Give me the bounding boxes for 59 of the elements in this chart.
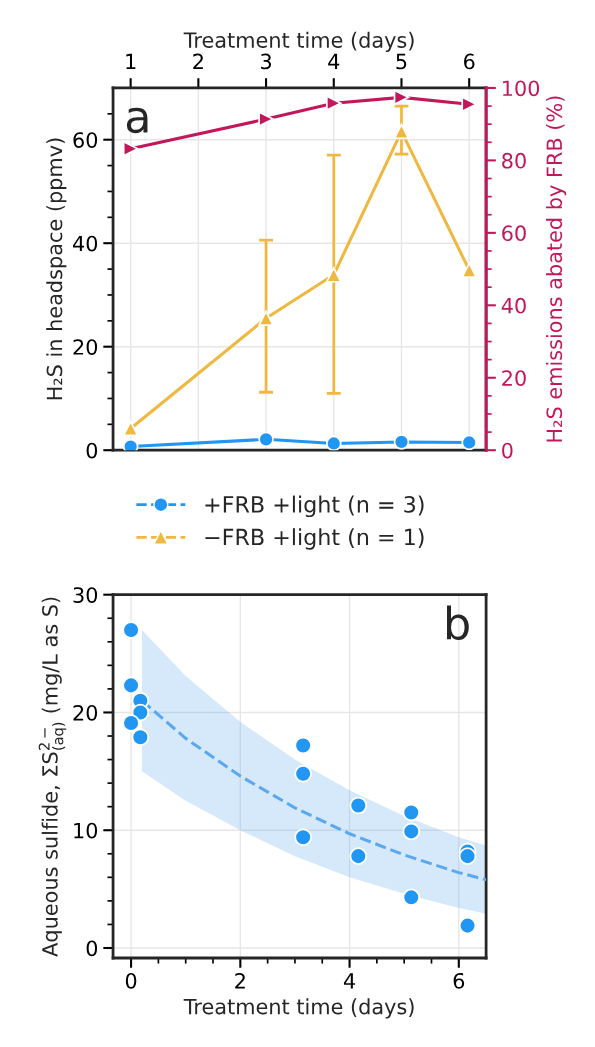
x-tick-label: 1 bbox=[126, 53, 136, 70]
annotation: a bbox=[126, 107, 148, 134]
point bbox=[122, 141, 139, 157]
point bbox=[258, 310, 274, 327]
point bbox=[131, 728, 150, 747]
y2-tick-label: 80 bbox=[502, 152, 526, 169]
point bbox=[393, 89, 410, 106]
x-axis-title: Treatment time (days) bbox=[183, 31, 414, 52]
point bbox=[393, 123, 410, 140]
legend-label: +FRB +light (n = 3) bbox=[205, 495, 424, 518]
point bbox=[349, 847, 368, 865]
y2-tick-label: 20 bbox=[502, 370, 526, 386]
point bbox=[458, 916, 477, 935]
point bbox=[402, 803, 421, 822]
x-tick-label: 2 bbox=[235, 972, 245, 989]
point bbox=[122, 621, 140, 639]
point bbox=[258, 111, 274, 127]
y-axis-title: H₂S in headspace (ppmv) bbox=[46, 138, 67, 400]
y-tick-label: 40 bbox=[72, 235, 98, 252]
y2-tick-label: 40 bbox=[501, 297, 526, 314]
y2-tick-label: 0 bbox=[502, 442, 513, 459]
x-tick-label: 6 bbox=[464, 53, 475, 70]
y-tick-label: 60 bbox=[73, 132, 98, 148]
point bbox=[325, 435, 342, 451]
y-tick-label: 10 bbox=[74, 822, 98, 839]
x-tick-label: 5 bbox=[396, 53, 407, 70]
x-tick-label: 4 bbox=[328, 53, 340, 70]
point bbox=[461, 262, 477, 278]
y2-tick-label: 60 bbox=[502, 225, 526, 242]
point bbox=[258, 431, 274, 448]
x-tick-label: 6 bbox=[453, 972, 465, 989]
point bbox=[122, 676, 140, 695]
annotation: b bbox=[447, 605, 469, 640]
point bbox=[325, 266, 342, 283]
y2-tick-label: 100 bbox=[502, 80, 540, 97]
y-tick-label: 20 bbox=[73, 704, 98, 721]
y-tick-label: 30 bbox=[73, 587, 98, 603]
point bbox=[461, 434, 477, 451]
y-tick-label: 0 bbox=[86, 442, 98, 459]
legend-label: −FRB +light (n = 1) bbox=[205, 528, 424, 550]
y2-axis-title: H₂S emissions abated by FRB (%) bbox=[546, 96, 567, 442]
point bbox=[294, 764, 312, 783]
x-tick-label: 2 bbox=[193, 53, 203, 70]
point bbox=[325, 95, 342, 111]
point bbox=[294, 828, 312, 847]
point bbox=[393, 434, 410, 450]
x-tick-label: 0 bbox=[125, 972, 137, 989]
x-axis-title: Treatment time (days) bbox=[183, 998, 414, 1019]
point bbox=[294, 736, 312, 755]
x-tick-label: 3 bbox=[261, 53, 272, 70]
point bbox=[402, 822, 421, 841]
x-tick-label: 4 bbox=[343, 973, 356, 989]
y-tick-label: 0 bbox=[86, 940, 98, 957]
point bbox=[458, 847, 477, 865]
point bbox=[349, 796, 368, 815]
y-axis-title: Aqueous sulfide, ΣS$^{2−}$$_{(aq)}$ (mg/L as S) bbox=[38, 597, 67, 957]
point bbox=[402, 888, 421, 907]
y-tick-label: 20 bbox=[73, 339, 98, 355]
point bbox=[122, 714, 140, 732]
